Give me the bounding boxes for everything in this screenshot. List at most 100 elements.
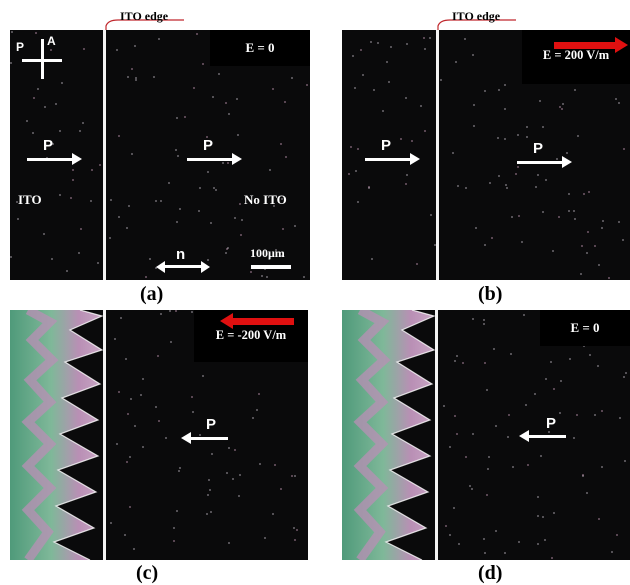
texture-speck [78,252,80,254]
polarization-arrow [517,156,572,168]
texture-speck [495,530,497,532]
texture-speck [296,529,298,531]
texture-speck [10,62,12,64]
ito-edge-line [103,30,106,280]
texture-speck [491,237,493,239]
texture-speck [17,218,19,220]
texture-speck [225,252,227,254]
texture-speck [256,409,258,411]
texture-speck [35,32,37,34]
texture-speck [294,539,296,541]
texture-speck [118,135,120,137]
texture-speck [11,31,13,33]
texture-speck [382,110,384,112]
texture-speck [272,513,274,515]
texture-speck [416,263,418,265]
texture-speck [179,467,181,469]
director-label: n [176,246,186,263]
texture-speck [568,193,570,195]
polarizer-cross-bar [22,59,62,62]
texture-speck [16,201,18,203]
texture-speck [615,98,617,100]
texture-speck [498,175,500,177]
scale-bar-label: 100μm [250,246,285,260]
ito-edge-label-b: ITO edge [452,9,501,23]
texture-speck [226,248,228,250]
texture-speck [234,217,236,219]
texture-speck [577,135,579,137]
texture-speck [165,437,167,439]
texture-speck [484,552,486,554]
texture-speck [458,543,460,545]
texture-speck [135,79,137,81]
texture-speck [177,155,179,157]
texture-speck [373,89,375,91]
texture-speck [207,494,209,496]
texture-speck [508,414,510,416]
texture-speck [483,538,485,540]
ferroelectric-domain-pattern [342,310,442,560]
polarizer-label: P [16,40,25,54]
texture-speck [544,539,546,541]
texture-speck [573,210,575,212]
texture-speck [210,511,212,513]
texture-speck [457,185,459,187]
texture-speck [72,179,74,181]
texture-speck [158,38,160,40]
texture-speck [259,463,261,465]
texture-speck [91,169,93,171]
texture-speck [264,268,266,270]
texture-speck [576,414,578,416]
polarization-label: P [203,137,214,154]
texture-speck [608,277,610,279]
texture-speck [550,361,552,363]
texture-speck [405,183,407,185]
texture-speck [539,100,541,102]
texture-speck [282,228,284,230]
field-direction-arrow [554,37,628,53]
texture-speck [526,136,528,138]
texture-speck [272,88,274,90]
texture-speck [202,63,204,65]
micrograph-panel-c: E = -200 V/m P [10,310,308,560]
texture-speck [449,446,451,448]
texture-speck [191,311,193,313]
texture-speck [623,376,625,378]
texture-speck [537,496,539,498]
texture-speck [388,81,390,83]
texture-speck [281,255,283,257]
texture-speck [483,319,485,321]
texture-speck [352,55,354,57]
texture-speck [484,362,486,364]
texture-speck [357,201,359,203]
texture-speck [207,171,209,173]
texture-speck [140,394,142,396]
texture-speck [601,466,603,468]
texture-speck [236,98,238,100]
texture-speck [574,89,576,91]
texture-speck [118,216,120,218]
texture-speck [552,250,554,252]
texture-speck [588,191,590,193]
texture-speck [465,187,467,189]
texture-speck [128,205,130,207]
texture-speck [355,170,357,172]
texture-speck [518,215,520,217]
texture-speck [497,137,499,139]
texture-speck [526,126,528,128]
texture-speck [368,186,370,188]
texture-speck [130,398,132,400]
texture-speck [215,189,217,191]
field-label: E = 200 V/m [522,30,630,84]
texture-speck [134,425,136,427]
texture-speck [598,518,600,520]
texture-speck [228,542,230,544]
texture-speck [488,456,490,458]
texture-speck [517,166,519,168]
ito-edge-line [103,310,106,560]
texture-speck [527,464,529,466]
texture-speck [226,472,228,474]
texture-speck [602,220,604,222]
texture-speck [176,510,178,512]
texture-speck [568,210,570,212]
